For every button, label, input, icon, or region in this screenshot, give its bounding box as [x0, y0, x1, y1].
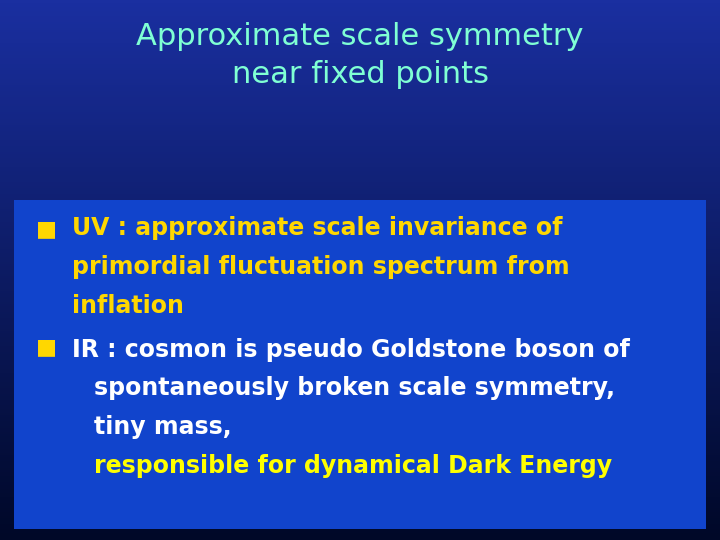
Text: tiny mass,: tiny mass, [94, 415, 231, 439]
Text: IR : cosmon is pseudo Goldstone boson of: IR : cosmon is pseudo Goldstone boson of [72, 338, 630, 361]
Text: spontaneously broken scale symmetry,: spontaneously broken scale symmetry, [94, 376, 615, 400]
Text: ■: ■ [36, 219, 57, 239]
Text: UV : approximate scale invariance of: UV : approximate scale invariance of [72, 216, 562, 240]
Text: inflation: inflation [72, 294, 184, 318]
Text: responsible for dynamical Dark Energy: responsible for dynamical Dark Energy [94, 454, 612, 478]
Text: Approximate scale symmetry
near fixed points: Approximate scale symmetry near fixed po… [136, 22, 584, 89]
FancyBboxPatch shape [14, 200, 706, 529]
Text: ■: ■ [36, 338, 57, 357]
Text: primordial fluctuation spectrum from: primordial fluctuation spectrum from [72, 255, 570, 279]
